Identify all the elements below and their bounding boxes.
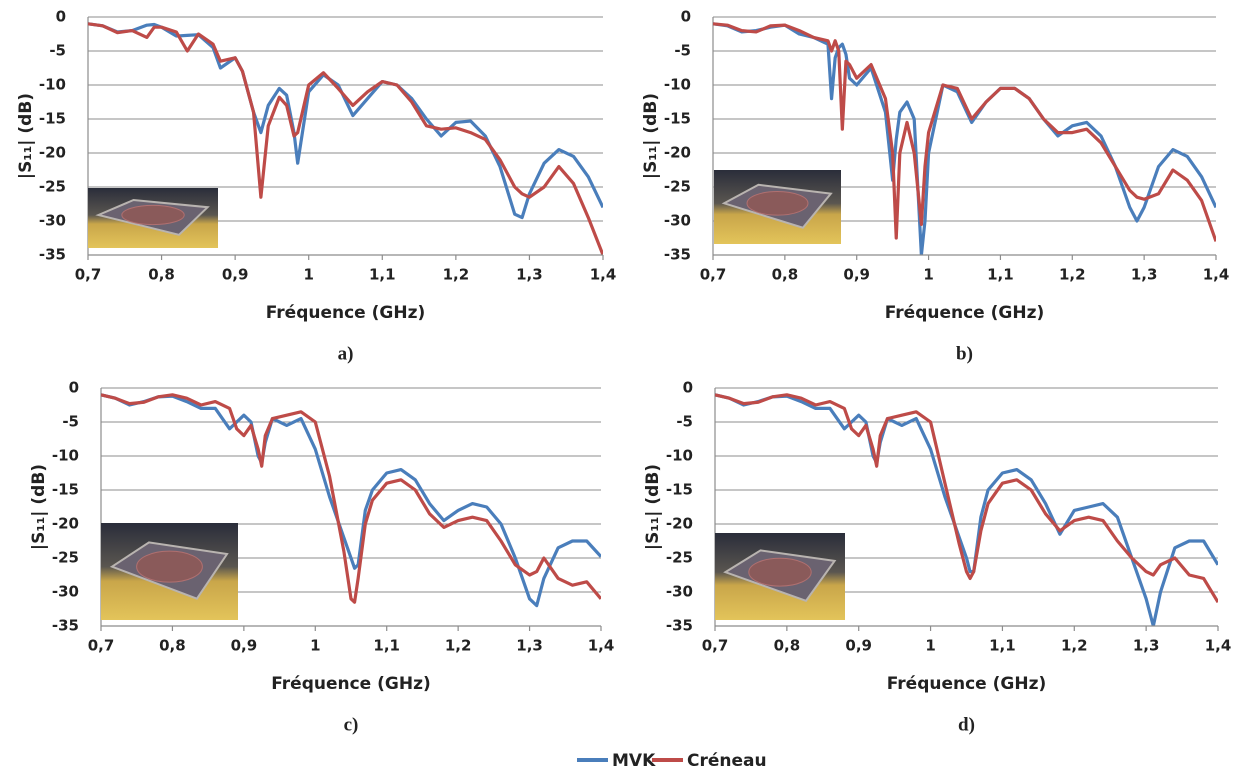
series-line [715, 393, 1218, 604]
inset-spiral [121, 204, 185, 226]
x-tick-label: 1,1 [987, 266, 1014, 284]
x-tick-label: 1,2 [443, 266, 470, 284]
x-tick-label: 0,9 [843, 266, 870, 284]
y-tick-label: 0 [681, 8, 691, 26]
series-line [88, 22, 603, 255]
y-tick-label: -5 [676, 413, 693, 431]
panel-label: a) [338, 343, 354, 364]
panel-label: b) [956, 343, 973, 364]
chart: 0 -5 -10 -15 -20 -25 -30 -35 0,7 0,8 0,9 1 1,1 1,2 1,3… [16, 8, 616, 365]
chart: 0 -5 -10 -15 -20 -25 -30 -35 0,7 0,8 0,9 1 1,1 1,2 1,3… [643, 379, 1231, 736]
x-tick-label: 1 [303, 266, 313, 284]
chart: 0 -5 -10 -15 -20 -25 -30 -35 0,7 0,8 0,9 1 1,1 1,2 1,3… [29, 379, 614, 736]
x-tick-label: 0,7 [702, 637, 729, 655]
x-tick-label: 1,2 [1059, 266, 1086, 284]
panel-label: c) [344, 714, 359, 735]
y-tick-label: -15 [664, 110, 691, 128]
y-axis-title: |S₁₁| (dB) [641, 93, 661, 179]
y-axis-title: |S₁₁| (dB) [16, 93, 36, 179]
x-tick-label: 1 [923, 266, 933, 284]
x-tick-label: 1 [925, 637, 935, 655]
x-tick-label: 1 [310, 637, 320, 655]
y-tick-label: -20 [666, 515, 693, 533]
legend: MVK Créneau [577, 751, 767, 771]
x-tick-label: 1,2 [1061, 637, 1088, 655]
x-tick-label: 0,8 [159, 637, 186, 655]
y-tick-label: -30 [666, 583, 693, 601]
y-tick-label: 0 [683, 379, 693, 397]
x-tick-label: 1,1 [369, 266, 396, 284]
x-tick-label: 1,3 [1131, 266, 1158, 284]
chart: 0 -5 -10 -15 -20 -25 -30 -35 0,7 0,8 0,9 1 1,1 1,2 1,3… [641, 8, 1229, 365]
y-tick-label: -20 [664, 144, 691, 162]
y-tick-label: -15 [52, 481, 79, 499]
y-tick-label: 0 [56, 8, 66, 26]
legend-label: MVK [612, 751, 656, 771]
x-axis-title: Fréquence (GHz) [885, 303, 1044, 323]
y-tick-label: -10 [52, 447, 79, 465]
y-axis-title: |S₁₁| (dB) [29, 464, 49, 550]
x-tick-label: 1,4 [1203, 266, 1230, 284]
y-tick-label: -5 [674, 42, 691, 60]
x-axis-title: Fréquence (GHz) [266, 303, 425, 323]
series-line [101, 393, 601, 608]
x-axis-title: Fréquence (GHz) [887, 674, 1046, 694]
x-tick-label: 1,3 [1133, 637, 1160, 655]
x-axis-title: Fréquence (GHz) [271, 674, 430, 694]
series-line [101, 393, 601, 604]
x-tick-label: 1,4 [1205, 637, 1232, 655]
y-tick-label: -35 [52, 617, 79, 635]
y-tick-label: -10 [666, 447, 693, 465]
y-tick-label: -25 [52, 549, 79, 567]
y-tick-label: -25 [39, 178, 66, 196]
y-tick-label: -25 [666, 549, 693, 567]
series-line [713, 22, 1216, 255]
x-tick-label: 1,1 [373, 637, 400, 655]
y-tick-label: -10 [39, 76, 66, 94]
y-tick-label: -5 [62, 413, 79, 431]
x-tick-label: 0,8 [772, 266, 799, 284]
inset-spiral [136, 550, 203, 583]
y-tick-label: -30 [52, 583, 79, 601]
inset-spiral [746, 190, 809, 216]
x-tick-label: 1,4 [588, 637, 615, 655]
series-line [713, 22, 1216, 242]
y-tick-label: -35 [39, 246, 66, 264]
series-line [715, 393, 1218, 626]
x-tick-label: 1,3 [516, 266, 543, 284]
x-tick-label: 1,2 [445, 637, 472, 655]
y-tick-label: -30 [664, 212, 691, 230]
x-tick-label: 0,8 [148, 266, 175, 284]
x-tick-label: 0,9 [231, 637, 258, 655]
x-tick-label: 0,9 [845, 637, 872, 655]
panel-label: d) [958, 714, 975, 735]
y-tick-label: -35 [664, 246, 691, 264]
inset-spiral [748, 557, 812, 587]
x-tick-label: 1,1 [989, 637, 1016, 655]
y-tick-label: -35 [666, 617, 693, 635]
legend-label: Créneau [687, 751, 767, 771]
y-tick-label: -20 [39, 144, 66, 162]
y-tick-label: -20 [52, 515, 79, 533]
y-tick-label: -15 [666, 481, 693, 499]
x-tick-label: 0,7 [75, 266, 102, 284]
y-tick-label: -30 [39, 212, 66, 230]
x-tick-label: 0,9 [222, 266, 249, 284]
y-tick-label: -15 [39, 110, 66, 128]
x-tick-label: 1,3 [516, 637, 543, 655]
y-tick-label: -25 [664, 178, 691, 196]
x-tick-label: 1,4 [590, 266, 617, 284]
y-tick-label: -10 [664, 76, 691, 94]
x-tick-label: 0,8 [774, 637, 801, 655]
y-tick-label: 0 [69, 379, 79, 397]
x-tick-label: 0,7 [88, 637, 115, 655]
y-axis-title: |S₁₁| (dB) [643, 464, 663, 550]
y-tick-label: -5 [49, 42, 66, 60]
x-tick-label: 0,7 [700, 266, 727, 284]
